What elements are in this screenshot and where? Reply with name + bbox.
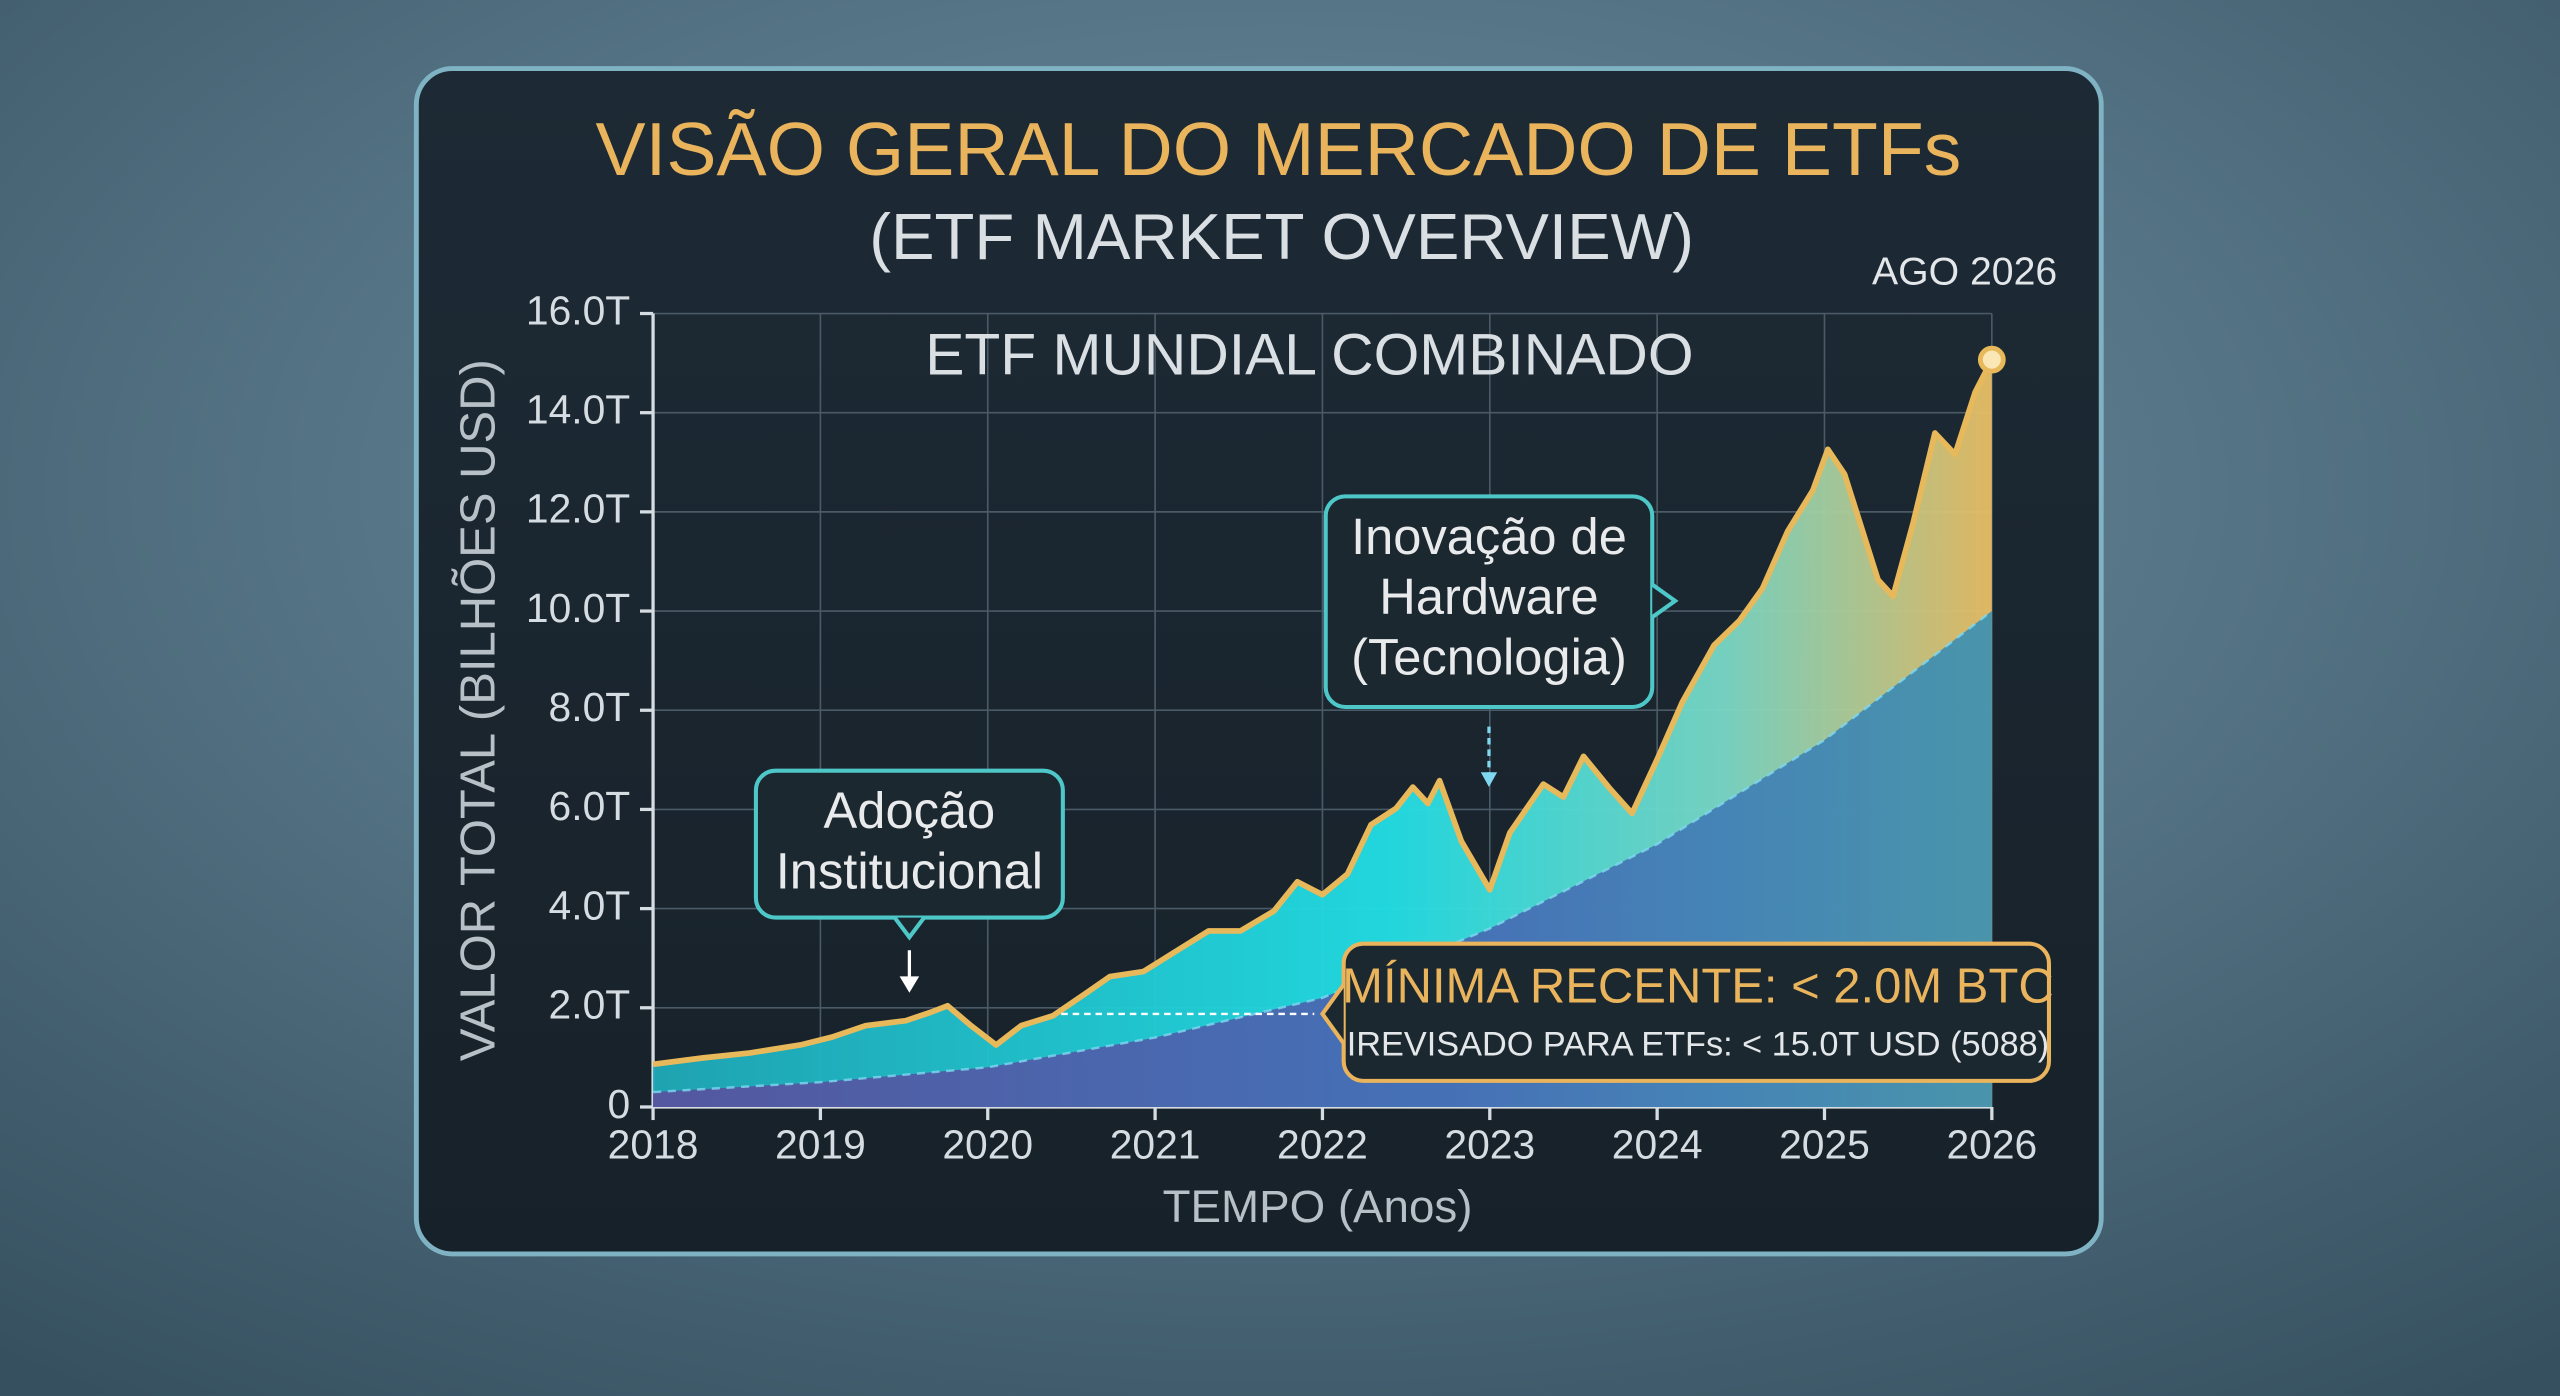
annotation: IREVISADO PARA ETFs: < 15.0T USD (5088) bbox=[1347, 1026, 2049, 1064]
y-tick-label: 6.0T bbox=[549, 783, 631, 829]
x-tick-label: 2022 bbox=[1277, 1122, 1368, 1168]
callout-pointer bbox=[1319, 983, 1346, 1045]
plot-subtitle: ETF MUNDIAL COMBINADO bbox=[925, 323, 1693, 388]
annotation: MÍNIMA RECENTE: < 2.0M BTC bbox=[1342, 959, 2054, 1013]
callout-minima: MÍNIMA RECENTE: < 2.0M BTC IREVISADO PAR… bbox=[1061, 941, 2054, 1083]
callout-inovacao: Inovação de Hardware (Tecnologia) bbox=[1323, 494, 1679, 787]
callout-pointer bbox=[893, 916, 926, 941]
arrow-head bbox=[1480, 772, 1498, 787]
x-tick-label: 2024 bbox=[1612, 1122, 1703, 1168]
callout-pointer bbox=[1651, 582, 1679, 619]
arrow-head bbox=[899, 976, 920, 993]
y-tick-label: 12.0T bbox=[526, 486, 630, 532]
y-tick-label: 10.0T bbox=[526, 585, 630, 631]
chart-title: VISÃO GERAL DO MERCADO DE ETFs bbox=[595, 107, 1961, 191]
y-tick-label: 16.0T bbox=[526, 287, 630, 333]
series-line bbox=[652, 610, 1993, 1094]
y-tick-label: 0 bbox=[608, 1081, 631, 1127]
annotation: Institucional bbox=[776, 843, 1043, 900]
x-tick-label: 2021 bbox=[1110, 1122, 1201, 1168]
x-tick-label: 2018 bbox=[608, 1122, 699, 1168]
x-axis-label: TEMPO (Anos) bbox=[1163, 1181, 1473, 1232]
date-label: AGO 2026 bbox=[1872, 251, 2057, 294]
x-tick-label: 2026 bbox=[1946, 1122, 2037, 1168]
chart-subtitle: (ETF MARKET OVERVIEW) bbox=[869, 200, 1694, 273]
annotation: Hardware bbox=[1379, 568, 1598, 625]
end-point bbox=[1977, 345, 2006, 374]
x-tick-label: 2019 bbox=[775, 1122, 866, 1168]
y-axis-label: VALOR TOTAL (BILHÕES USD) bbox=[452, 359, 506, 1061]
y-tick-label: 2.0T bbox=[549, 982, 631, 1028]
x-tick-label: 2023 bbox=[1444, 1122, 1535, 1168]
annotation: (Tecnologia) bbox=[1351, 629, 1627, 686]
callout-adocao: Adoção Institucional bbox=[753, 768, 1065, 993]
x-tick-label: 2025 bbox=[1779, 1122, 1870, 1168]
annotation: Adoção bbox=[824, 782, 996, 839]
y-tick-label: 4.0T bbox=[549, 882, 631, 928]
x-tick-label: 2020 bbox=[942, 1122, 1033, 1168]
series-line bbox=[652, 358, 1995, 1068]
y-tick-label: 8.0T bbox=[549, 684, 631, 730]
annotation: Inovação de bbox=[1351, 508, 1627, 565]
y-tick-label: 14.0T bbox=[526, 386, 630, 432]
